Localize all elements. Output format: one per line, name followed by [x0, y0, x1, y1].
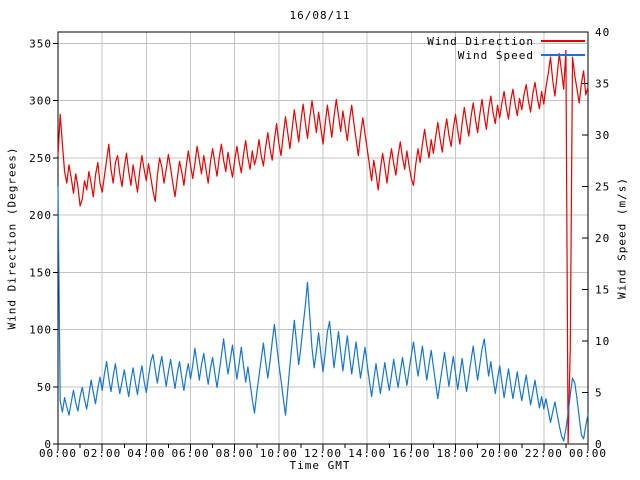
- x-tick-label: 04:00: [127, 447, 165, 460]
- wind-speed-series: [57, 186, 589, 442]
- y-left-tick-label: 200: [29, 209, 52, 222]
- legend: Wind Direction Wind Speed: [427, 34, 585, 62]
- x-tick-label: 22:00: [525, 447, 563, 460]
- x-tick-label: 00:00: [39, 447, 77, 460]
- y-left-tick-label: 350: [29, 37, 52, 50]
- x-tick-label: 00:00: [569, 447, 607, 460]
- y-right-tick-label: 30: [595, 129, 610, 142]
- legend-line-sample-wind-speed: [541, 54, 585, 56]
- y-axis-right-title: Wind Speed (m/s): [615, 177, 629, 299]
- y-right-tick-label: 40: [595, 26, 610, 39]
- legend-entry-wind-direction: Wind Direction: [427, 34, 585, 48]
- y-left-tick-label: 100: [29, 324, 52, 337]
- legend-label-wind-direction: Wind Direction: [427, 34, 534, 48]
- legend-label-wind-speed: Wind Speed: [457, 48, 534, 62]
- legend-line-sample-wind-direction: [541, 40, 585, 42]
- y-right-tick-label: 20: [595, 232, 610, 245]
- y-right-tick-label: 10: [595, 335, 610, 348]
- x-tick-label: 10:00: [260, 447, 298, 460]
- y-right-tick-label: 5: [595, 387, 603, 400]
- y-right-tick-label: 35: [595, 78, 610, 91]
- x-tick-label: 14:00: [348, 447, 386, 460]
- x-tick-label: 18:00: [436, 447, 474, 460]
- y-right-tick-label: 0: [595, 438, 603, 451]
- y-left-tick-label: 0: [44, 438, 52, 451]
- y-left-tick-label: 250: [29, 152, 52, 165]
- x-tick-label: 16:00: [392, 447, 430, 460]
- x-axis-title: Time GMT: [289, 459, 351, 472]
- x-tick-label: 08:00: [216, 447, 254, 460]
- y-right-tick-label: 15: [595, 284, 610, 297]
- y-right-tick-label: 25: [595, 181, 610, 194]
- x-tick-label: 20:00: [481, 447, 519, 460]
- x-tick-label: 12:00: [304, 447, 342, 460]
- y-left-tick-label: 300: [29, 95, 52, 108]
- chart-title: 16/08/11: [289, 9, 351, 22]
- y-left-tick-label: 50: [37, 381, 52, 394]
- x-tick-label: 06:00: [171, 447, 209, 460]
- y-axis-left-title: Wind Direction (Degrees): [5, 146, 19, 330]
- legend-entry-wind-speed: Wind Speed: [427, 48, 585, 62]
- wind-direction-series: [57, 49, 589, 445]
- x-tick-label: 02:00: [83, 447, 121, 460]
- y-left-tick-label: 150: [29, 266, 52, 279]
